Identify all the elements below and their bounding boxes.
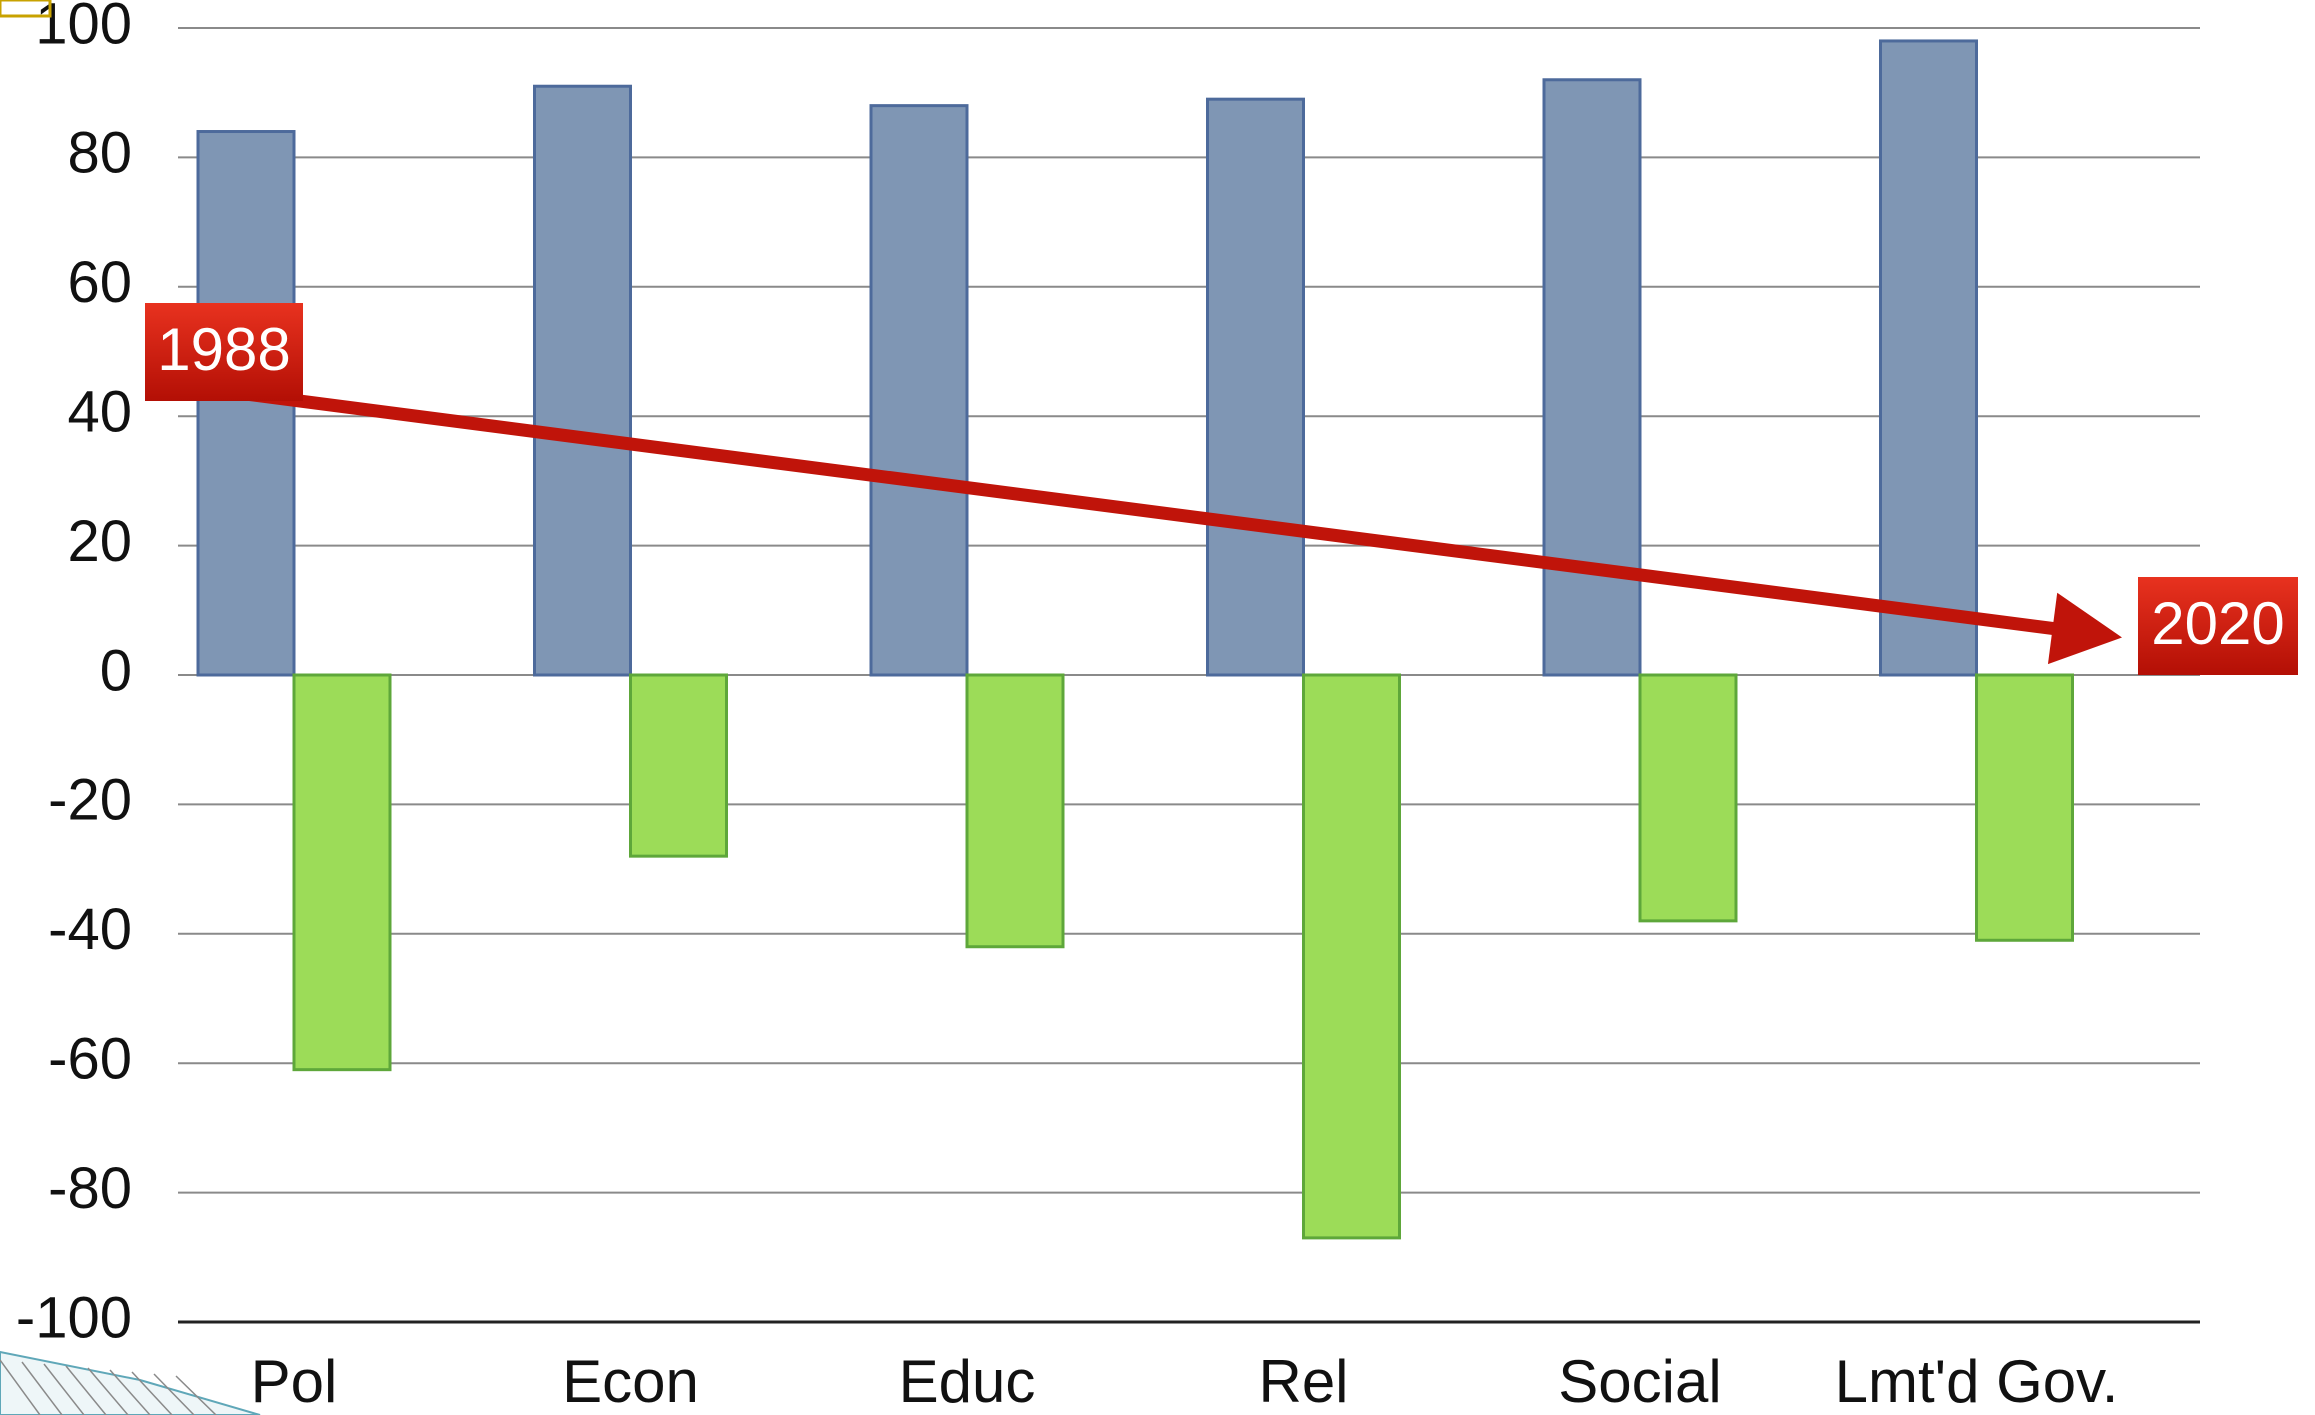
hatch-line-decoration bbox=[43, 1363, 85, 1415]
hatch-line-decoration bbox=[175, 1375, 217, 1415]
bar-positive-2 bbox=[869, 104, 969, 677]
bar-positive-1 bbox=[533, 84, 632, 677]
hatch-line-decoration bbox=[131, 1371, 173, 1415]
x-axis-category-labels: Pol Econ Educ Rel Social Lmt'd Gov. bbox=[251, 1348, 2119, 1415]
decorations bbox=[0, 0, 261, 1415]
y-tick-label: -80 bbox=[48, 1156, 132, 1221]
year-badge-label: 1988 bbox=[157, 316, 290, 383]
x-category-label: Social bbox=[1558, 1348, 1721, 1415]
bar-negative-2 bbox=[965, 673, 1065, 949]
y-tick-label: 80 bbox=[67, 121, 132, 186]
bar-negative-5 bbox=[1975, 673, 2074, 942]
y-tick-label: 20 bbox=[67, 509, 132, 574]
bar-negative-0 bbox=[292, 673, 392, 1072]
y-tick-label: -40 bbox=[48, 897, 132, 962]
bar-negative-4 bbox=[1638, 673, 1738, 923]
trend-arrow-shaft bbox=[229, 385, 2081, 639]
y-tick-label: -100 bbox=[16, 1285, 132, 1350]
bars bbox=[196, 39, 2074, 1240]
bar-negative-3 bbox=[1302, 673, 1401, 1240]
hatch-line-decoration bbox=[65, 1365, 107, 1415]
gridlines bbox=[178, 27, 2200, 1324]
x-category-label: Rel bbox=[1258, 1348, 1348, 1415]
x-category-label: Econ bbox=[562, 1348, 699, 1415]
x-category-label: Lmt'd Gov. bbox=[1835, 1348, 2119, 1415]
year-badge bbox=[2138, 577, 2298, 675]
corner-swoosh-decoration bbox=[0, 1350, 261, 1415]
hatch-line-decoration bbox=[153, 1373, 195, 1415]
year-badge bbox=[145, 303, 303, 401]
hatch-line-decoration bbox=[109, 1369, 151, 1415]
bar-positive-5 bbox=[1879, 39, 1978, 677]
year-badge-label: 2020 bbox=[2151, 590, 2284, 657]
trend-arrow-head bbox=[2047, 592, 2122, 665]
bar-positive-3 bbox=[1206, 97, 1305, 677]
y-tick-label: 0 bbox=[100, 638, 132, 703]
y-tick-label: 60 bbox=[67, 250, 132, 315]
y-tick-label: -60 bbox=[48, 1027, 132, 1092]
x-category-label: Pol bbox=[251, 1348, 338, 1415]
bar-negative-1 bbox=[629, 673, 728, 858]
bar-positive-4 bbox=[1542, 78, 1642, 677]
x-category-label: Educ bbox=[899, 1348, 1036, 1415]
hatch-line-decoration bbox=[0, 1359, 41, 1415]
hatch-line-decoration bbox=[87, 1367, 129, 1415]
y-tick-label: -20 bbox=[48, 768, 132, 833]
hatch-line-decoration bbox=[21, 1361, 63, 1415]
y-tick-label: 40 bbox=[67, 380, 132, 445]
trend-arrow-annotation: 1988 2020 bbox=[145, 303, 2298, 675]
corner-tab-decoration bbox=[0, 0, 52, 18]
